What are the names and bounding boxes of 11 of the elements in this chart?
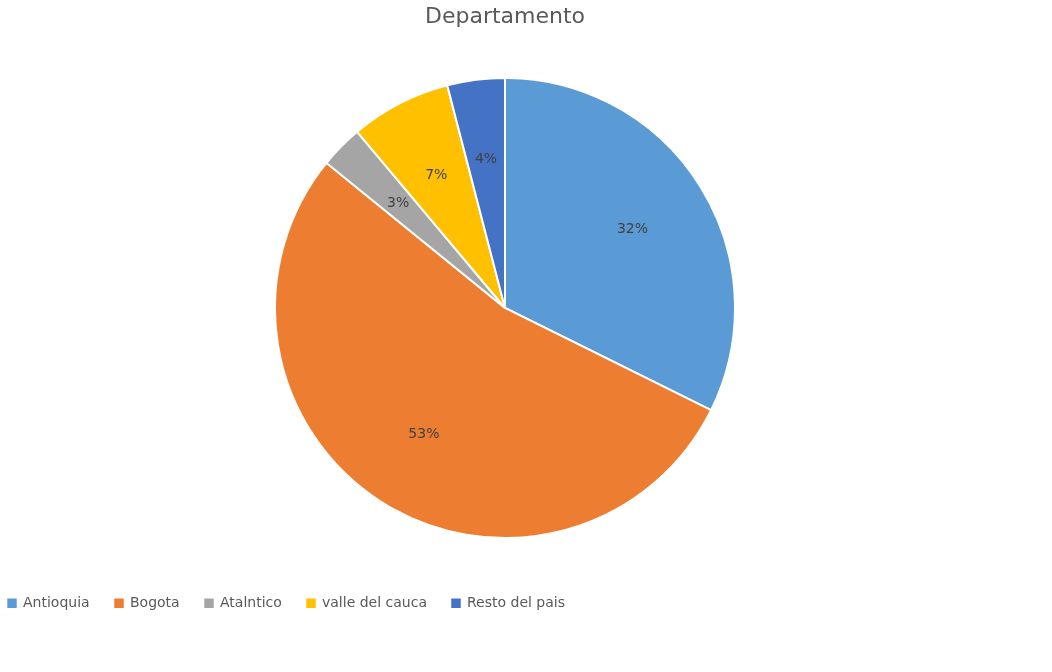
data-label: 4% <box>474 150 498 167</box>
legend-label: Atalntico <box>220 594 282 611</box>
legend-label: Antioquia <box>23 594 90 611</box>
legend-label: Resto del pais <box>467 594 565 611</box>
data-label: 3% <box>386 193 410 210</box>
data-label: 7% <box>425 165 448 182</box>
legend-label: valle del cauca <box>322 594 427 611</box>
data-label: 53% <box>408 425 440 442</box>
data-label: 32% <box>616 219 649 236</box>
legend-label: Bogota <box>130 594 180 611</box>
chart-title: Departamento <box>424 3 586 28</box>
